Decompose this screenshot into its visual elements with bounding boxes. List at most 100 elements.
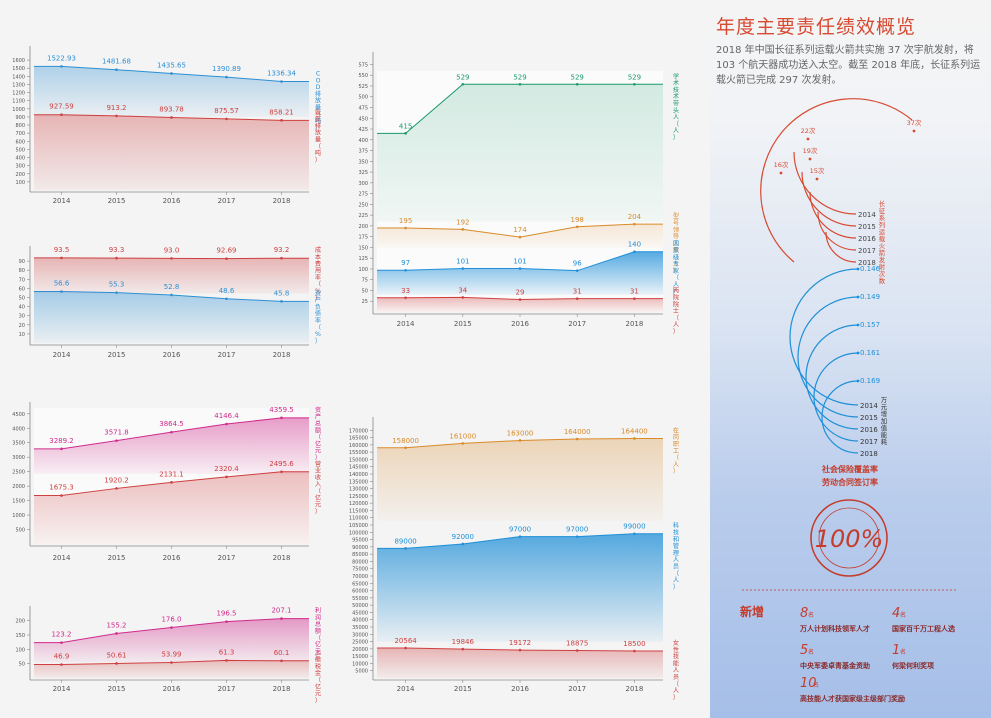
series-label-char: （ xyxy=(673,455,679,462)
data-label: 123.2 xyxy=(51,631,71,639)
ring-value: 0.169 xyxy=(860,377,880,385)
series-label-char: 元 xyxy=(881,403,888,411)
y-tick-label: 45000 xyxy=(352,610,368,616)
series-label-char: 率 xyxy=(315,317,321,325)
data-label: 89000 xyxy=(394,537,416,545)
y-tick-label: 300 xyxy=(15,164,25,170)
series-label-char: C xyxy=(316,71,320,78)
series-label-char: 导 xyxy=(673,234,679,241)
data-label: 913.2 xyxy=(106,104,126,112)
y-tick-label: 175 xyxy=(358,235,368,241)
series-label-char: （ xyxy=(315,635,321,642)
ring-endpoint xyxy=(808,157,812,161)
data-label: 3571.8 xyxy=(104,429,129,437)
y-tick-label: 80000 xyxy=(352,559,368,565)
award-unit: 名 xyxy=(808,648,814,656)
series-label-char: 亿 xyxy=(315,440,321,448)
series-label-char: % xyxy=(315,331,321,338)
launch-ring-2018-tail xyxy=(794,262,856,269)
data-label: 204 xyxy=(628,213,642,221)
series-label-char: 家 xyxy=(673,247,679,255)
data-label: 52.8 xyxy=(164,283,180,291)
series-label-char: 元 xyxy=(315,648,321,655)
ring-year-label: 2017 xyxy=(860,438,878,446)
series-label-char: 次 xyxy=(879,269,886,278)
data-point xyxy=(280,617,283,620)
y-tick-label: 800 xyxy=(15,123,25,129)
series-label-char: 人 xyxy=(673,240,679,247)
y-tick-label: 140000 xyxy=(349,472,368,478)
series-label-char: 职 xyxy=(673,441,679,448)
series-label-char: 氨 xyxy=(315,108,321,116)
data-label: 196.5 xyxy=(216,610,236,618)
data-label: 198 xyxy=(571,216,584,224)
series-label-char: 人 xyxy=(673,577,679,584)
y-tick-label: 250 xyxy=(358,202,368,208)
y-tick-label: 1300 xyxy=(12,82,25,88)
series-area xyxy=(34,114,309,190)
series-label-char: 和 xyxy=(673,535,679,543)
y-tick-label: 110000 xyxy=(349,516,368,522)
series-label-char: 射 xyxy=(879,262,886,271)
series-label-char: 人 xyxy=(673,667,679,674)
series-label-char: （ xyxy=(315,143,321,150)
data-label: 60.1 xyxy=(274,649,290,657)
data-label: 19172 xyxy=(509,639,531,647)
series-label-char: 人 xyxy=(673,114,679,121)
data-point xyxy=(280,659,283,663)
y-tick-label: 115000 xyxy=(349,508,368,514)
y-tick-label: 225 xyxy=(358,213,368,219)
data-label: 875.57 xyxy=(214,107,239,115)
award-desc: 国家百千万工程人选 xyxy=(892,624,955,633)
series-label-char: 量 xyxy=(315,105,321,112)
series-label-char: ） xyxy=(673,584,679,591)
data-point xyxy=(170,661,173,664)
series-label-char: （ xyxy=(673,570,679,577)
data-label: 529 xyxy=(571,73,584,81)
chart-3: 500 1000 1500 2000 2500 3000 3500 4000 4500 2014 2… xyxy=(12,402,322,562)
y-tick-label: 25 xyxy=(362,299,368,305)
data-point xyxy=(115,68,118,72)
sidebar-graphics: 2014201520162017201816次22次19次15次37次长征系列运… xyxy=(740,98,958,703)
series-label-char: 氮 xyxy=(315,115,321,123)
series-label-char: （ xyxy=(315,434,321,441)
ring-endpoint xyxy=(856,267,860,271)
series-label-char: 资 xyxy=(315,406,321,414)
data-point xyxy=(115,487,118,490)
x-tick-label: 2017 xyxy=(568,320,586,328)
launch-ring-2018 xyxy=(760,98,913,263)
award-unit: 名 xyxy=(813,681,819,689)
series-label-char: 增 xyxy=(881,409,887,418)
data-point xyxy=(60,113,63,117)
chart-4: 50 100 150 200 2014 2015 2016 2017 2018 123.2 155.… xyxy=(15,606,322,704)
data-label: 93.2 xyxy=(274,246,290,254)
series-label-char: 术 xyxy=(673,79,679,87)
y-tick-label: 5000 xyxy=(355,669,368,675)
series-label-char: 缴 xyxy=(315,656,322,664)
data-point xyxy=(170,626,173,629)
data-point xyxy=(518,648,522,652)
data-point xyxy=(633,437,636,440)
series-label-char: 带 xyxy=(673,99,679,107)
series-label-char: 额 xyxy=(315,426,322,434)
series-label-char: 负 xyxy=(315,303,321,311)
series-area xyxy=(34,618,309,663)
series-area xyxy=(377,84,663,222)
data-point xyxy=(225,422,228,426)
series-label-char: 数 xyxy=(879,276,886,285)
y-tick-label: 300 xyxy=(358,181,368,187)
series-label-char: 润 xyxy=(315,613,321,621)
data-point xyxy=(633,222,636,226)
sidebar-panel xyxy=(710,0,991,718)
series-label-char: 额 xyxy=(315,627,322,635)
series-label-char: （ xyxy=(315,281,321,288)
data-point xyxy=(280,470,283,474)
